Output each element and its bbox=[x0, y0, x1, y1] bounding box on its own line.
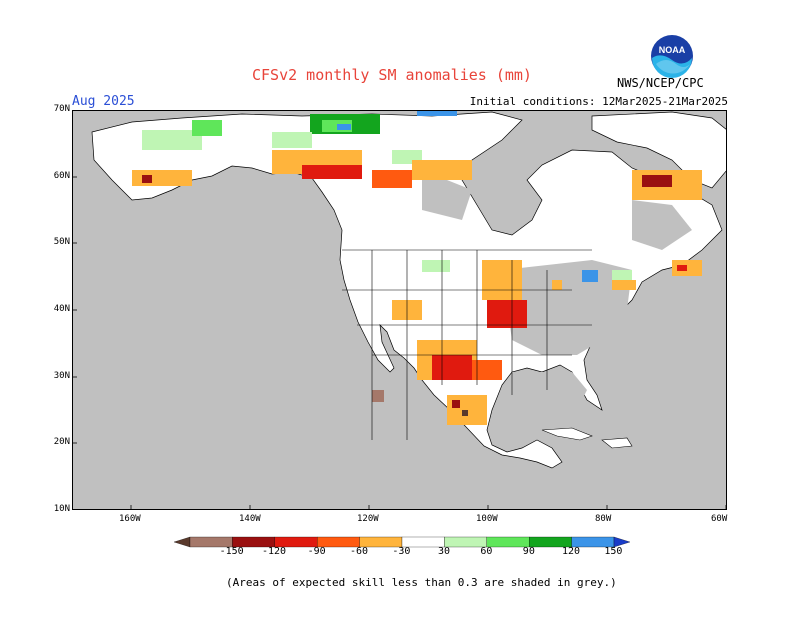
legend-label: 120 bbox=[562, 546, 581, 557]
lon-label-140w: 140W bbox=[239, 514, 261, 524]
low-skill-regions bbox=[402, 170, 692, 450]
legend-label: 30 bbox=[438, 546, 451, 557]
legend-label: 150 bbox=[604, 546, 623, 557]
lon-label-60w: 60W bbox=[711, 514, 728, 524]
hispaniola-land bbox=[601, 437, 633, 449]
lat-label-70n: 70N bbox=[53, 104, 70, 114]
lat-label-10n: 10N bbox=[53, 504, 70, 514]
soil-moisture-anomaly-map bbox=[72, 110, 727, 510]
lat-label-20n: 20N bbox=[53, 437, 70, 447]
lon-label-120w: 120W bbox=[357, 514, 379, 524]
legend-label: -120 bbox=[262, 546, 287, 557]
lat-label-40n: 40N bbox=[53, 304, 70, 314]
political-boundaries bbox=[342, 249, 592, 440]
legend-swatch bbox=[174, 536, 191, 548]
legend-swatch bbox=[613, 536, 630, 548]
color-legend bbox=[174, 536, 630, 548]
legend-label: -150 bbox=[219, 546, 244, 557]
lon-label-160w: 160W bbox=[119, 514, 141, 524]
legend-label: -30 bbox=[392, 546, 411, 557]
skill-footnote: (Areas of expected skill less than 0.3 a… bbox=[226, 576, 617, 589]
map-frame bbox=[72, 110, 727, 510]
cuba-land bbox=[541, 427, 593, 441]
anomaly-cells bbox=[132, 110, 702, 425]
lat-label-60n: 60N bbox=[53, 171, 70, 181]
initial-conditions: Initial conditions: 12Mar2025-21Mar2025 bbox=[469, 95, 728, 108]
noaa-logo-text: NOAA bbox=[659, 45, 686, 55]
legend-label: 90 bbox=[522, 546, 535, 557]
legend-label: -90 bbox=[307, 546, 326, 557]
forecast-month: Aug 2025 bbox=[72, 94, 135, 109]
legend-label: -60 bbox=[350, 546, 369, 557]
lon-label-100w: 100W bbox=[476, 514, 498, 524]
legend-label: 60 bbox=[480, 546, 493, 557]
noaa-logo: NOAA bbox=[651, 35, 693, 78]
lat-label-30n: 30N bbox=[53, 371, 70, 381]
map-title: CFSv2 monthly SM anomalies (mm) bbox=[252, 66, 532, 84]
lon-label-80w: 80W bbox=[595, 514, 612, 524]
agency-label: NWS/NCEP/CPC bbox=[617, 76, 704, 90]
lat-label-50n: 50N bbox=[53, 237, 70, 247]
